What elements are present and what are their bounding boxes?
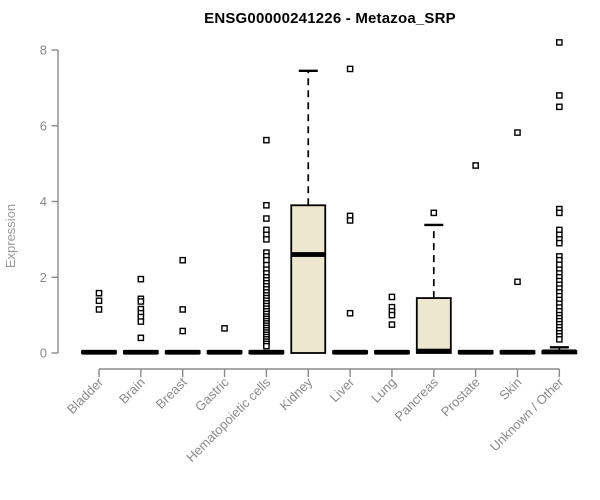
y-axis-label: Expression [3,204,18,268]
outlier-point [388,311,396,319]
outlier-point [137,275,145,283]
y-tick-label: 6 [40,118,47,133]
boxplot-liver [332,65,369,355]
outlier-point [263,236,270,243]
outlier-point [179,306,187,313]
boxplot-skin [499,129,536,355]
x-tick-label: Unknown / Other [487,374,567,454]
boxplot-brain [122,275,159,355]
outlier-point [430,209,438,217]
x-tick-label: Gastric [192,374,232,414]
outlier-point [137,298,145,305]
box [290,204,327,354]
outlier-point [179,256,187,264]
x-tick-label: Liver [327,374,358,405]
outlier-point [179,327,187,335]
outlier-point [514,278,521,286]
median-line [291,252,326,257]
outlier-point [556,239,563,247]
median-line [333,349,368,355]
outlier-point [472,162,479,169]
boxplot-lung [374,293,410,355]
median-line [249,349,284,355]
x-tick-label: Lung [368,375,399,406]
outlier-point [95,289,103,297]
median-line [374,349,409,355]
boxplot-breast [164,256,201,355]
boxplot-kidney [290,69,327,354]
outlier-point [95,306,103,313]
outlier-point [556,103,563,111]
y-axis: 0 2 4 6 8 [40,43,59,361]
median-line [123,349,158,355]
boxplot-bladder [81,289,117,355]
boxplot-unknown-other [541,39,578,355]
outlier-point [263,201,270,209]
outlier-point [556,209,563,217]
median-line [82,349,116,355]
boxplot-gastric [206,325,243,355]
outlier-point [346,309,354,317]
outlier-point [388,293,396,301]
x-tick-label: Breast [153,374,190,411]
outlier-point [263,136,270,144]
outlier-point [388,321,396,328]
x-tick-label: Prostate [438,375,483,420]
median-line [207,349,242,355]
outlier-point [346,65,354,73]
boxplot-hematopoietic-cells [248,136,285,355]
outlier-point [263,342,270,350]
median-line [458,349,493,355]
y-tick-label: 0 [40,346,47,361]
outlier-point [556,39,563,46]
outlier-point [95,297,103,305]
outlier-point [137,318,145,325]
chart-title: ENSG00000241226 - Metazoa_SRP [204,10,456,27]
x-tick-label: Skin [496,375,524,403]
median-line [416,348,451,354]
boxplot-prostate [457,162,494,355]
outlier-point [556,336,563,343]
outlier-point [514,129,521,136]
outlier-point [263,215,270,222]
outlier-point [346,217,354,224]
boxplot-pancreas [415,209,452,354]
outlier-point [137,334,145,342]
outlier-point [556,92,563,99]
outlier-point [221,325,228,332]
x-tick-label: Bladder [64,374,107,417]
x-tick-label: Brain [116,375,148,407]
box [415,297,452,354]
median-line [165,349,200,355]
x-tick-label: Kidney [277,374,316,413]
y-tick-label: 8 [40,43,47,58]
median-line [542,349,577,355]
median-line [500,349,535,355]
y-tick-label: 2 [40,270,47,285]
x-tick-label: Pancreas [391,374,441,424]
y-tick-label: 4 [40,194,47,209]
